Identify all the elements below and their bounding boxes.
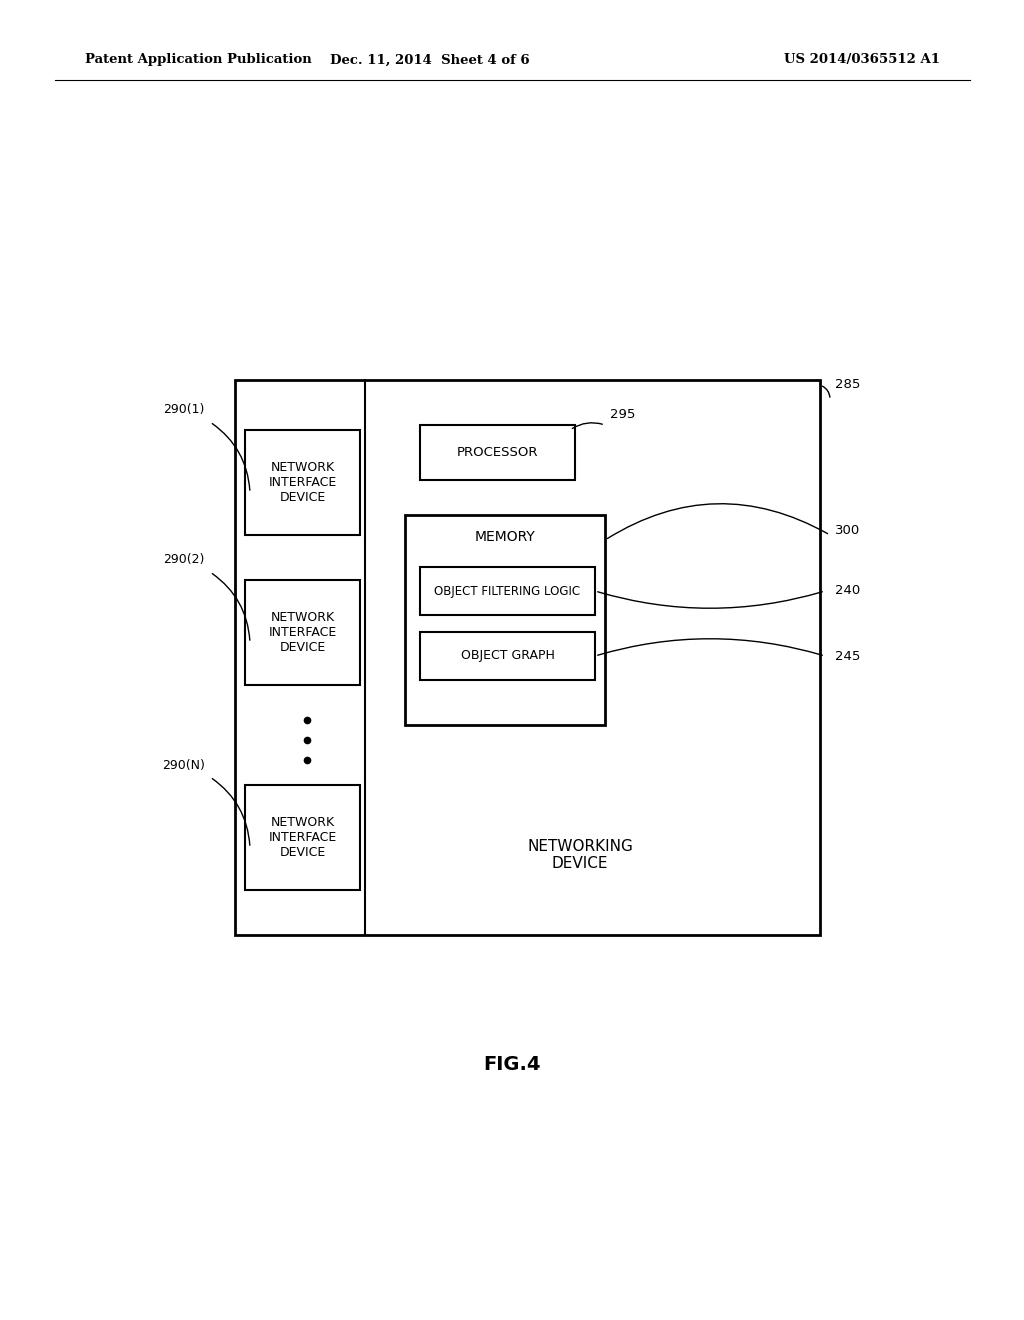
Text: Dec. 11, 2014  Sheet 4 of 6: Dec. 11, 2014 Sheet 4 of 6	[330, 54, 529, 66]
Text: 245: 245	[835, 649, 860, 663]
Text: MEMORY: MEMORY	[475, 531, 536, 544]
Bar	[234, 380, 820, 935]
Text: 290(2): 290(2)	[164, 553, 205, 566]
Text: FIG.4: FIG.4	[483, 1056, 541, 1074]
Text: OBJECT GRAPH: OBJECT GRAPH	[461, 649, 554, 663]
Bar	[420, 425, 575, 480]
Text: 240: 240	[835, 585, 860, 598]
Text: NETWORK
INTERFACE
DEVICE: NETWORK INTERFACE DEVICE	[268, 816, 337, 859]
Bar	[245, 430, 360, 535]
Text: 285: 285	[835, 379, 860, 392]
Text: PROCESSOR: PROCESSOR	[457, 446, 539, 459]
Text: NETWORKING
DEVICE: NETWORKING DEVICE	[527, 838, 633, 871]
Text: 295: 295	[610, 408, 635, 421]
Bar	[420, 632, 595, 680]
Text: NETWORK
INTERFACE
DEVICE: NETWORK INTERFACE DEVICE	[268, 461, 337, 504]
Bar	[245, 785, 360, 890]
Bar	[245, 579, 360, 685]
Text: OBJECT FILTERING LOGIC: OBJECT FILTERING LOGIC	[434, 585, 581, 598]
Text: 290(1): 290(1)	[164, 404, 205, 417]
Bar	[420, 568, 595, 615]
Text: 300: 300	[835, 524, 860, 536]
Bar	[406, 515, 605, 725]
Text: NETWORK
INTERFACE
DEVICE: NETWORK INTERFACE DEVICE	[268, 611, 337, 653]
Text: US 2014/0365512 A1: US 2014/0365512 A1	[784, 54, 940, 66]
Text: Patent Application Publication: Patent Application Publication	[85, 54, 311, 66]
Text: 290(N): 290(N)	[162, 759, 205, 771]
